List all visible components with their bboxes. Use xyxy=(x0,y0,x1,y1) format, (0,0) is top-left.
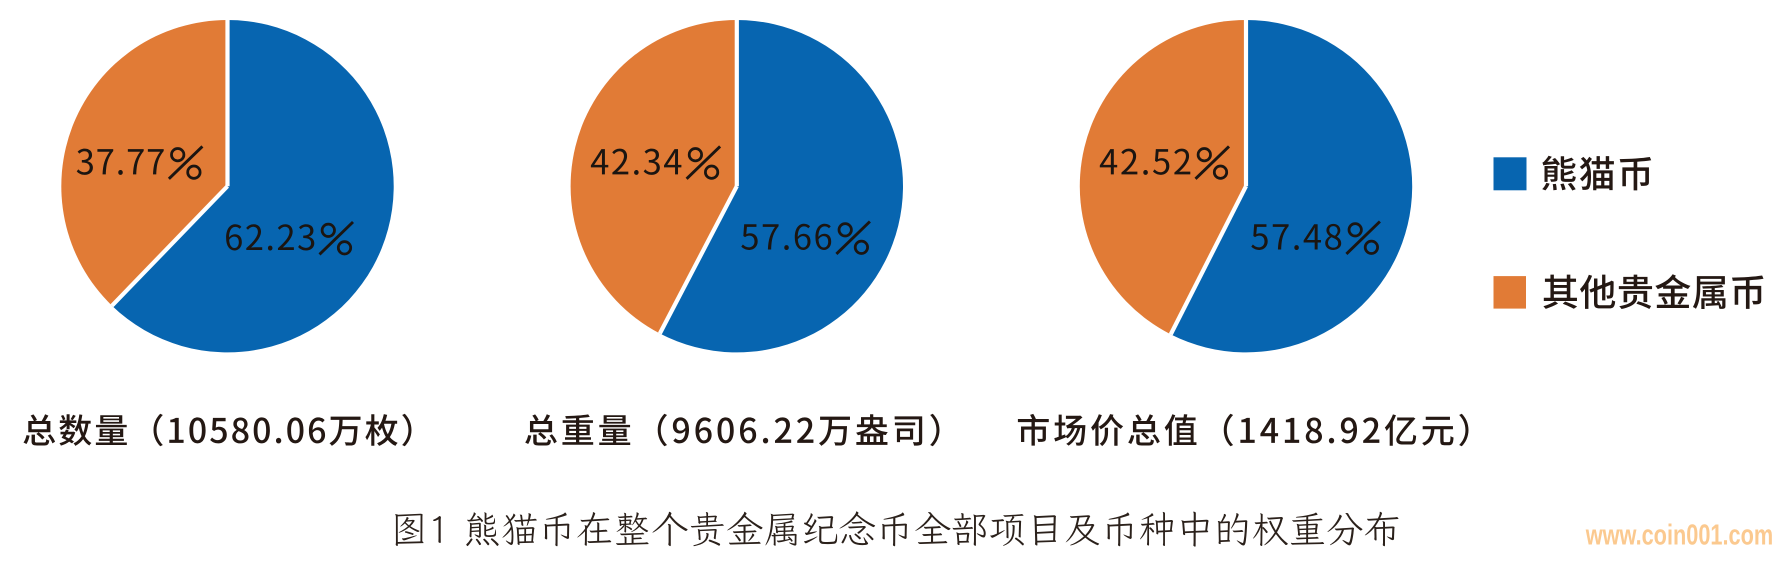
svg-text:www.coin001.com: www.coin001.com xyxy=(1585,520,1773,552)
